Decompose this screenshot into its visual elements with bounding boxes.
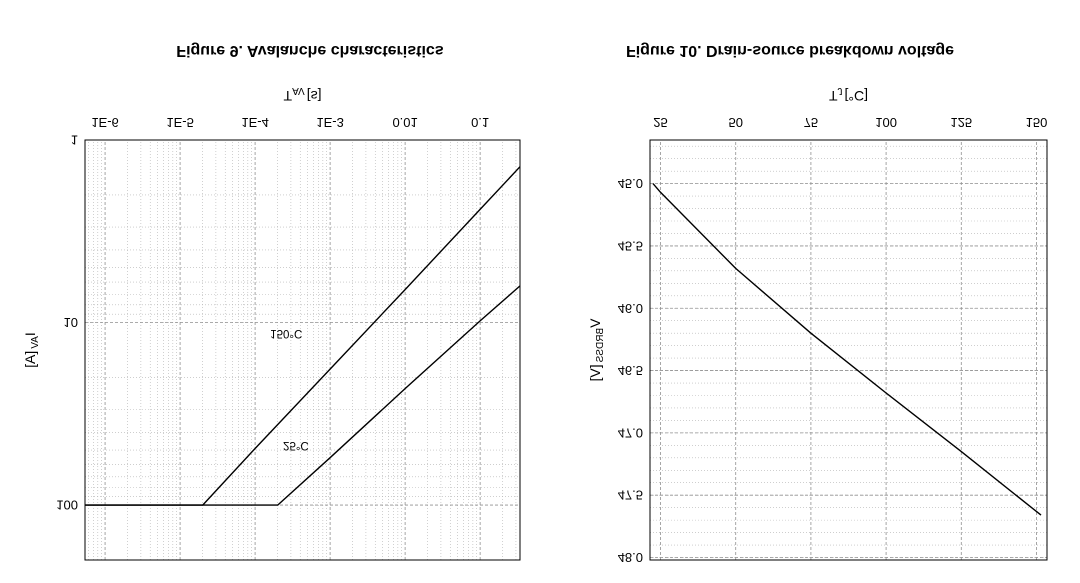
x-axis-title: TAV [s] — [284, 85, 322, 104]
y-tick-label: 45.5 — [618, 238, 643, 253]
x-tick-label: 50 — [728, 115, 742, 130]
x-tick-label: 0.01 — [392, 115, 417, 130]
y-tick-label: 10 — [64, 315, 78, 330]
x-tick-label: 1E-6 — [91, 115, 118, 130]
curve-main — [652, 183, 1042, 516]
x-tick-label: 1E-4 — [241, 115, 268, 130]
y-tick-label: 46.0 — [618, 301, 643, 316]
plot-box — [649, 139, 1048, 561]
y-axis-title: IAV[A] — [22, 332, 41, 368]
curve-25°C — [85, 285, 521, 506]
curve-label: 25°C — [283, 439, 309, 451]
curve-label: 150°C — [270, 327, 302, 339]
y-axis-title: VBRDSS[V] — [587, 319, 606, 382]
plot-box — [84, 139, 521, 561]
x-tick-label: 25 — [653, 115, 667, 130]
figure9-caption: Figure 9. Avalanche characteristics — [176, 42, 444, 59]
y-tick-label: 1 — [71, 133, 78, 148]
y-tick-label: 47.0 — [618, 425, 643, 440]
x-tick-label: 125 — [950, 115, 972, 130]
x-tick-label: 0.1 — [471, 115, 489, 130]
y-tick-label: 100 — [56, 498, 78, 513]
y-tick-label: 46.5 — [618, 363, 643, 378]
x-tick-label: 150 — [1026, 115, 1048, 130]
y-tick-label: 48.0 — [618, 550, 643, 565]
x-tick-label: 75 — [804, 115, 818, 130]
x-tick-label: 100 — [875, 115, 897, 130]
x-tick-label: 1E-3 — [316, 115, 343, 130]
x-axis-title: TJ [°C] — [829, 85, 868, 104]
y-tick-label: 47.5 — [618, 488, 643, 503]
x-tick-label: 1E-5 — [166, 115, 193, 130]
figure10-caption: Figure 10. Drain-source breakdown voltag… — [625, 42, 955, 59]
y-tick-label: 45.0 — [618, 176, 643, 191]
